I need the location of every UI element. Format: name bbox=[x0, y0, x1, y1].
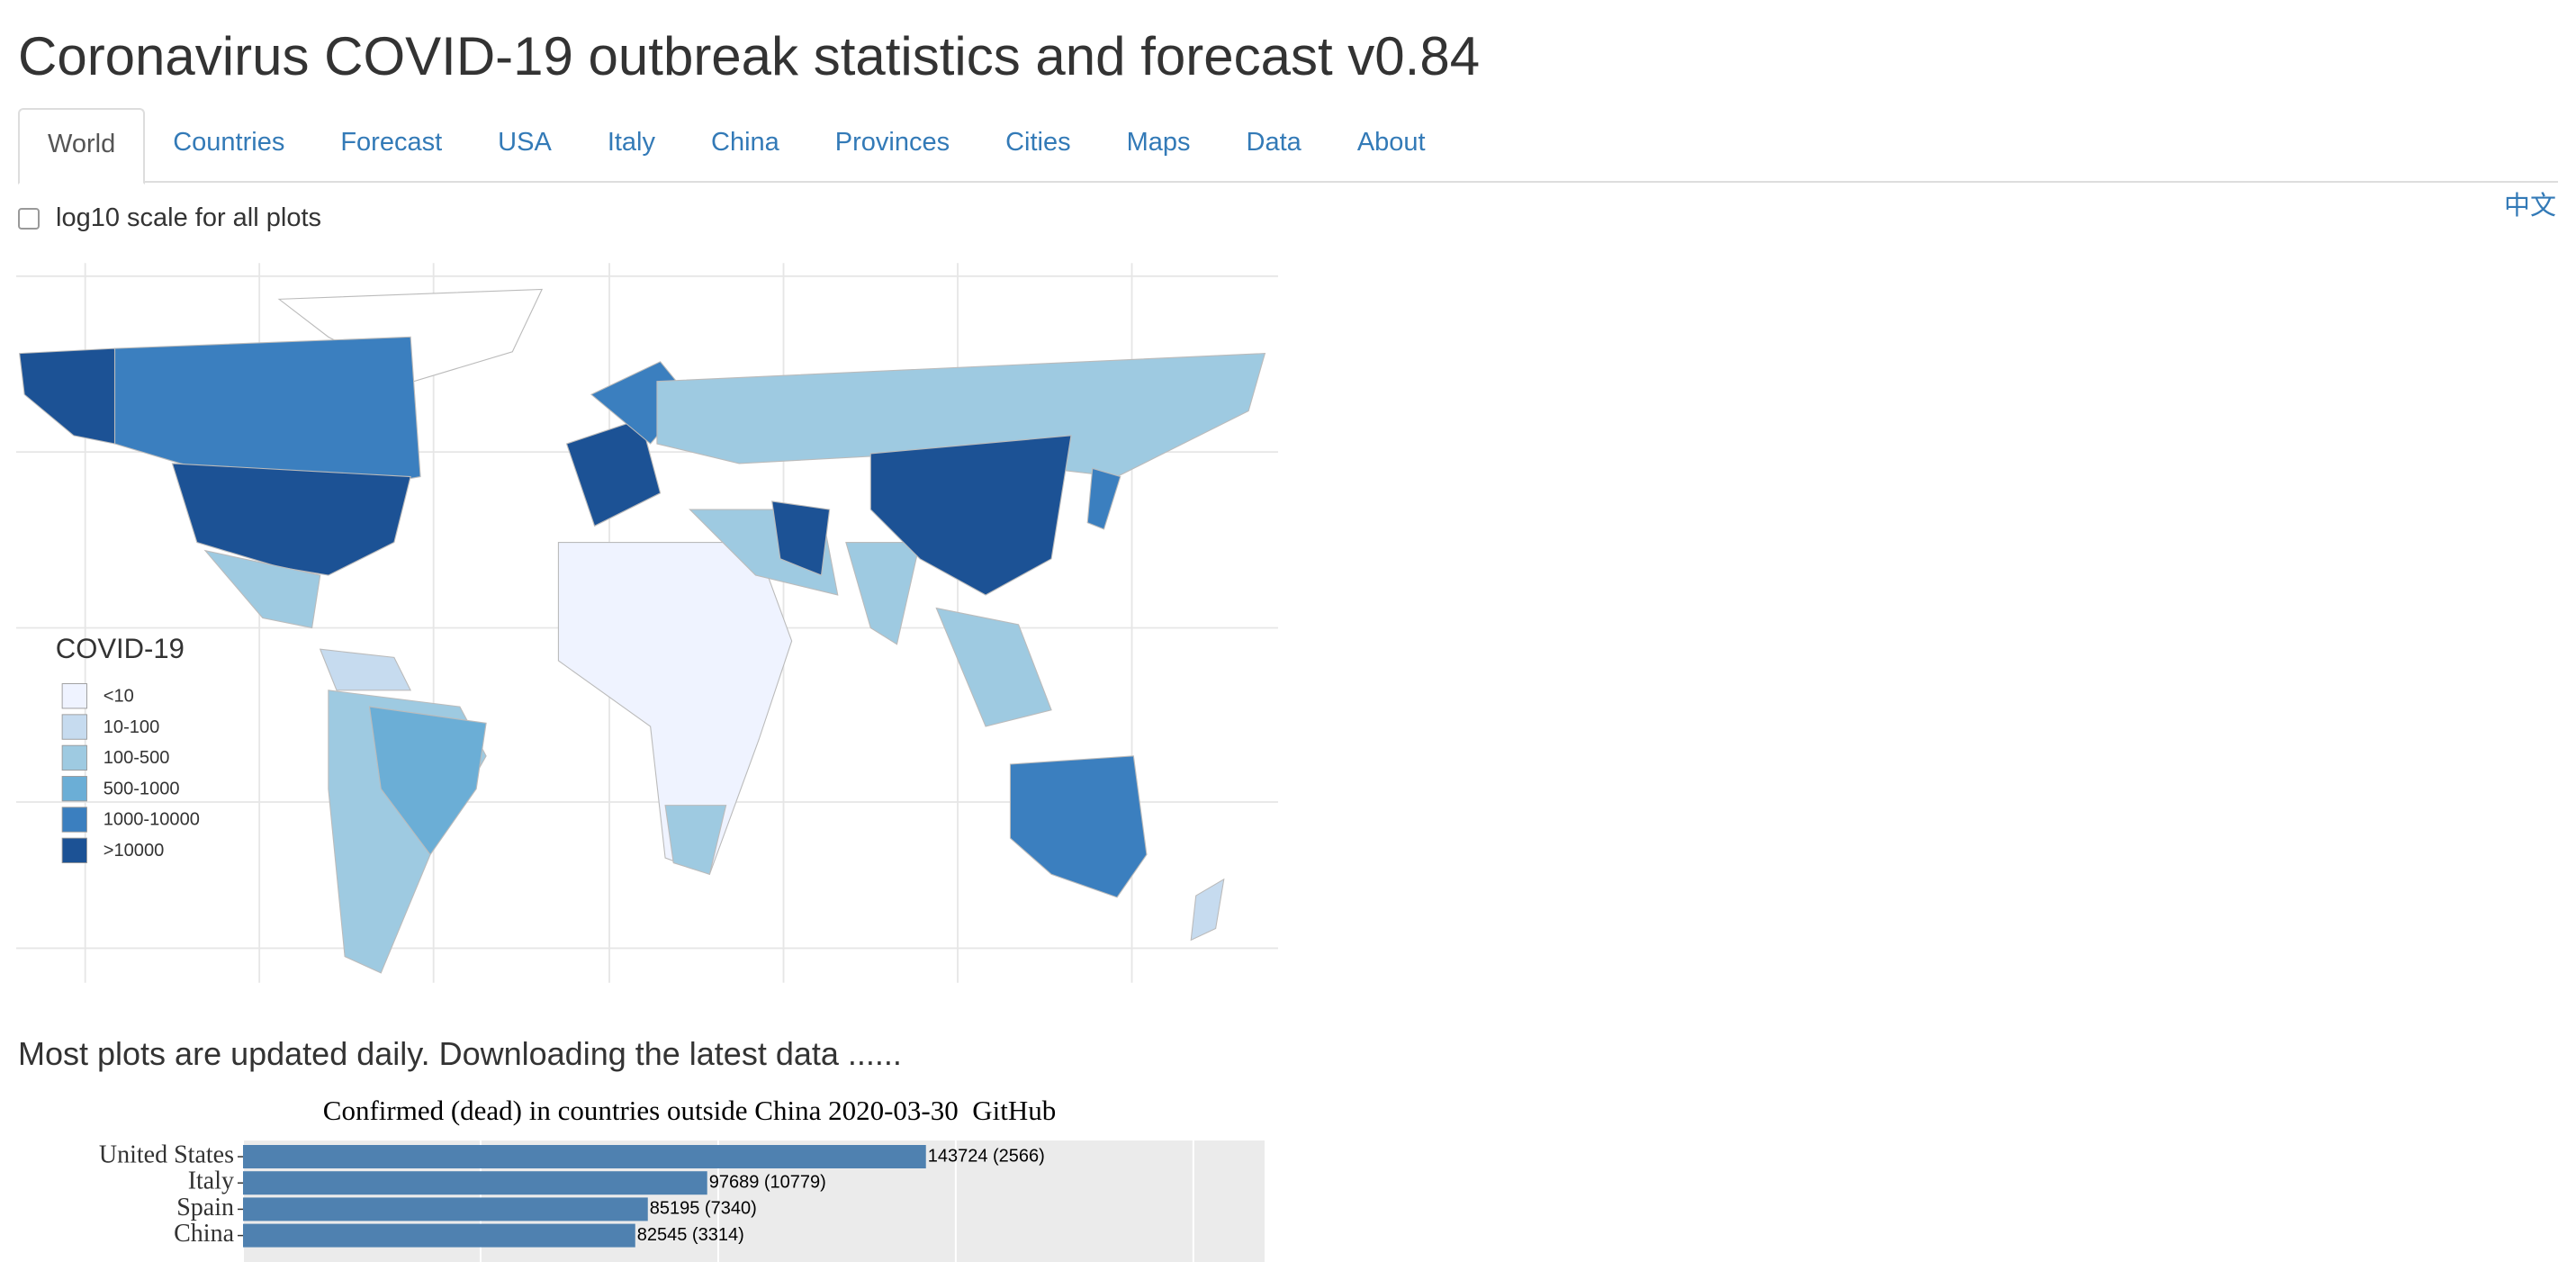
legend-label: 500-1000 bbox=[104, 779, 180, 798]
value-label: 82545 (3314) bbox=[637, 1225, 744, 1245]
tab-bar: World Countries Forecast USA Italy China Provi… bbox=[18, 108, 2558, 185]
legend-label: <10 bbox=[104, 686, 134, 706]
nav-tab[interactable]: USA bbox=[498, 128, 552, 157]
legend-swatch bbox=[61, 837, 87, 863]
nav-tab[interactable]: Provinces bbox=[834, 128, 950, 157]
nav-tab[interactable]: China bbox=[711, 128, 779, 157]
language-link[interactable]: 中文 bbox=[2503, 192, 2556, 221]
nav-tab[interactable]: Forecast bbox=[340, 128, 443, 157]
y-tick-label: China bbox=[174, 1220, 234, 1248]
chart-title: Confirmed (dead) in countries outside Ch… bbox=[323, 1095, 1056, 1126]
bar bbox=[243, 1197, 648, 1221]
legend-swatch bbox=[61, 776, 87, 802]
countries bbox=[19, 288, 1266, 974]
y-tick-label: United States bbox=[99, 1140, 234, 1168]
log-option[interactable]: log10 scale for all plots bbox=[18, 203, 321, 233]
world-map: COVID-19 <10 10-100 100-500 500-1000 1000-10… bbox=[16, 263, 1278, 983]
bar bbox=[243, 1171, 707, 1195]
legend-swatch bbox=[61, 714, 87, 740]
checkbox-label[interactable]: log10 scale for all plots bbox=[56, 203, 321, 232]
nav-tab[interactable]: Data bbox=[1246, 128, 1302, 157]
checkbox[interactable] bbox=[18, 207, 40, 230]
nav-tab[interactable]: Italy bbox=[607, 128, 655, 157]
map-legend: COVID-19 <10 10-100 100-500 500-1000 1000-10… bbox=[56, 633, 200, 863]
bar bbox=[243, 1145, 926, 1168]
nav-tab[interactable]: Maps bbox=[1126, 128, 1191, 157]
legend-title: COVID-19 bbox=[56, 633, 185, 664]
value-label: 85195 (7340) bbox=[650, 1199, 757, 1219]
nav-tab[interactable]: Cities bbox=[1005, 128, 1071, 157]
y-tick-label: Spain bbox=[176, 1194, 234, 1221]
bar-chart: Confirmed (dead) in countries outside Ch… bbox=[99, 1095, 1265, 1262]
value-label: 143724 (2566) bbox=[928, 1146, 1045, 1166]
legend-label: >10000 bbox=[104, 841, 165, 861]
status-text: Most plots are updated daily. Downloadin… bbox=[18, 1035, 902, 1072]
bar bbox=[243, 1223, 635, 1248]
nav-tab[interactable]: Countries bbox=[173, 128, 285, 157]
nav-tab[interactable]: World bbox=[18, 108, 146, 185]
page-title: Coronavirus COVID-19 outbreak statistics… bbox=[18, 26, 1481, 86]
legend-swatch bbox=[61, 683, 87, 709]
value-label: 97689 (10779) bbox=[709, 1172, 826, 1192]
legend-label: 100-500 bbox=[104, 748, 170, 768]
legend-swatch bbox=[61, 744, 87, 771]
legend-label: 10-100 bbox=[104, 717, 160, 737]
nav-tab[interactable]: About bbox=[1356, 128, 1426, 157]
y-tick-label: Italy bbox=[188, 1167, 234, 1195]
legend-label: 1000-10000 bbox=[104, 810, 200, 830]
legend-swatch bbox=[61, 807, 87, 833]
